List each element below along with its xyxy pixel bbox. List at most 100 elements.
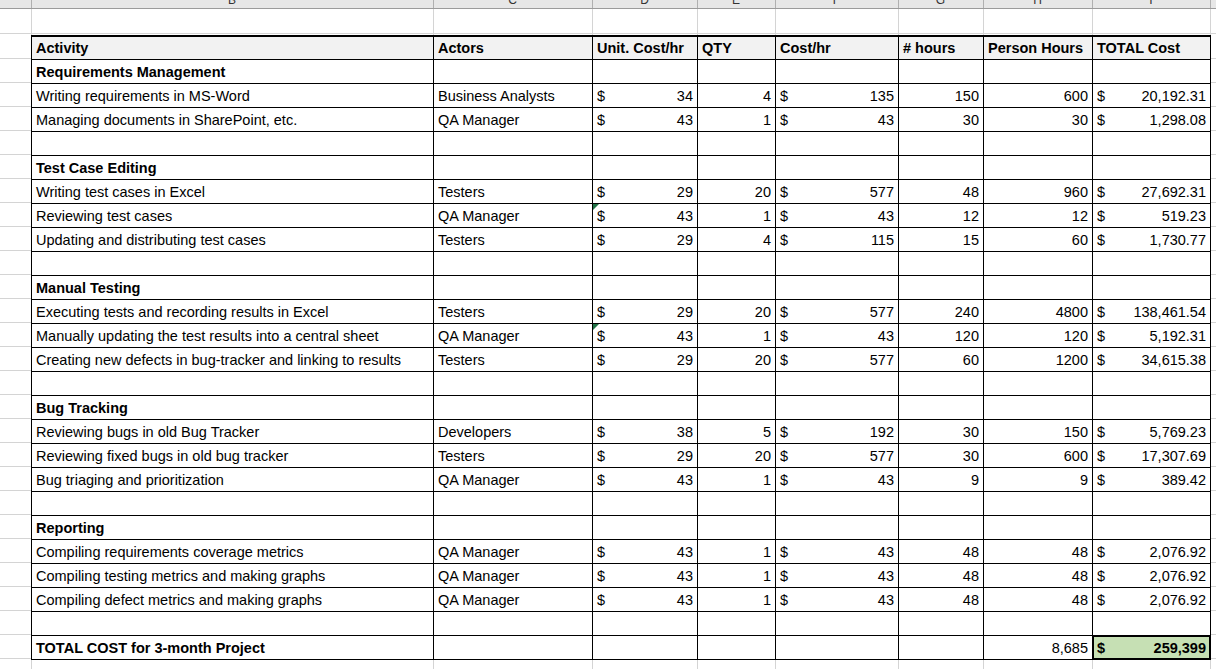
cell-activity[interactable]: Compiling defect metrics and making grap… (32, 588, 434, 612)
cell-activity[interactable]: Creating new defects in bug-tracker and … (32, 348, 434, 372)
cell-cost-hr[interactable]: $43 (776, 324, 899, 348)
cell-unit-cost[interactable]: $43 (593, 468, 698, 492)
cell-qty[interactable]: 20 (698, 348, 776, 372)
cell-activity[interactable]: Bug triaging and prioritization (32, 468, 434, 492)
cell-hours[interactable]: 48 (899, 588, 984, 612)
cell-activity[interactable]: Writing requirements in MS-Word (32, 84, 434, 108)
header-cost-hr[interactable]: Cost/hr (776, 37, 899, 60)
cell-empty[interactable] (984, 516, 1093, 540)
cell-person-hours[interactable]: 150 (984, 420, 1093, 444)
cell-empty[interactable] (899, 396, 984, 420)
cell-empty[interactable] (899, 492, 984, 516)
cell-cost-hr[interactable]: $577 (776, 180, 899, 204)
cell-person-hours[interactable]: 4800 (984, 300, 1093, 324)
cell-total-cost[interactable]: $2,076.92 (1093, 588, 1211, 612)
cell-unit-cost[interactable]: $29 (593, 348, 698, 372)
cell-hours[interactable]: 60 (899, 348, 984, 372)
cell-total-cost[interactable]: $519.23 (1093, 204, 1211, 228)
header-person-hours[interactable]: Person Hours (984, 37, 1093, 60)
cell-empty[interactable] (984, 276, 1093, 300)
cell-empty[interactable] (776, 516, 899, 540)
cell-empty[interactable] (776, 636, 899, 660)
cell-hours[interactable]: 30 (899, 108, 984, 132)
cell-empty[interactable] (434, 156, 593, 180)
cell-person-hours[interactable]: 960 (984, 180, 1093, 204)
cell-cost-hr[interactable]: $115 (776, 228, 899, 252)
cell-empty[interactable] (899, 612, 984, 636)
cell-qty[interactable]: 5 (698, 420, 776, 444)
cell-actors[interactable]: Business Analysts (434, 84, 593, 108)
cell-hours[interactable]: 48 (899, 564, 984, 588)
cell-person-hours[interactable]: 1200 (984, 348, 1093, 372)
cell-hours[interactable]: 9 (899, 468, 984, 492)
cell-actors[interactable]: Developers (434, 420, 593, 444)
cell-qty[interactable]: 1 (698, 564, 776, 588)
cell-activity[interactable]: Reviewing fixed bugs in old bug tracker (32, 444, 434, 468)
cell-cost-hr[interactable]: $43 (776, 204, 899, 228)
cell-grand-total[interactable]: $259,399 (1093, 636, 1211, 660)
cell-empty[interactable] (434, 276, 593, 300)
cell-qty[interactable]: 1 (698, 204, 776, 228)
cell-empty[interactable] (984, 396, 1093, 420)
cell-qty[interactable]: 1 (698, 588, 776, 612)
cell-hours[interactable]: 48 (899, 540, 984, 564)
cell-cost-hr[interactable]: $43 (776, 540, 899, 564)
cell-person-hours[interactable]: 600 (984, 84, 1093, 108)
cell-qty[interactable]: 1 (698, 540, 776, 564)
cell-unit-cost[interactable]: $43 (593, 204, 698, 228)
cell-activity[interactable]: Writing test cases in Excel (32, 180, 434, 204)
cell-actors[interactable]: QA Manager (434, 588, 593, 612)
cell-unit-cost[interactable]: $43 (593, 564, 698, 588)
cell-empty[interactable] (698, 60, 776, 84)
cell-empty[interactable] (899, 60, 984, 84)
cell-person-hours[interactable]: 120 (984, 324, 1093, 348)
cell-unit-cost[interactable]: $38 (593, 420, 698, 444)
cell-empty[interactable] (984, 156, 1093, 180)
cell-total-cost[interactable]: $389.42 (1093, 468, 1211, 492)
cell-empty[interactable] (698, 492, 776, 516)
cell-qty[interactable]: 4 (698, 84, 776, 108)
cell-empty[interactable] (593, 372, 698, 396)
cell-empty[interactable] (434, 132, 593, 156)
cell-activity[interactable]: Updating and distributing test cases (32, 228, 434, 252)
cell-hours[interactable]: 240 (899, 300, 984, 324)
cell-empty[interactable] (32, 612, 434, 636)
cell-empty[interactable] (984, 372, 1093, 396)
cell-empty[interactable] (434, 252, 593, 276)
cell-qty[interactable]: 1 (698, 324, 776, 348)
cell-actors[interactable]: QA Manager (434, 324, 593, 348)
cell-hours[interactable]: 150 (899, 84, 984, 108)
cell-empty[interactable] (776, 252, 899, 276)
column-header-H[interactable]: H (1033, 0, 1042, 7)
cell-cost-hr[interactable]: $192 (776, 420, 899, 444)
cell-empty[interactable] (776, 372, 899, 396)
cell-empty[interactable] (899, 516, 984, 540)
cell-actors[interactable]: Testers (434, 444, 593, 468)
cell-unit-cost[interactable]: $29 (593, 444, 698, 468)
cell-empty[interactable] (984, 60, 1093, 84)
cell-activity[interactable]: Managing documents in SharePoint, etc. (32, 108, 434, 132)
cell-total-cost[interactable]: $5,769.23 (1093, 420, 1211, 444)
cell-hours[interactable]: 12 (899, 204, 984, 228)
cell-total-person-hours[interactable]: 8,685 (984, 636, 1093, 660)
column-header-B[interactable]: B (228, 0, 236, 7)
cell-total-cost[interactable]: $17,307.69 (1093, 444, 1211, 468)
cell-empty[interactable] (1093, 492, 1211, 516)
cell-empty[interactable] (899, 372, 984, 396)
cell-activity[interactable]: Compiling testing metrics and making gra… (32, 564, 434, 588)
cell-empty[interactable] (899, 252, 984, 276)
cell-qty[interactable]: 4 (698, 228, 776, 252)
cell-actors[interactable]: QA Manager (434, 108, 593, 132)
cell-qty[interactable]: 20 (698, 180, 776, 204)
cell-empty[interactable] (1093, 276, 1211, 300)
cell-empty[interactable] (698, 252, 776, 276)
cell-empty[interactable] (434, 516, 593, 540)
cell-empty[interactable] (593, 396, 698, 420)
section-title-bug-tracking[interactable]: Bug Tracking (32, 396, 434, 420)
cell-hours[interactable]: 15 (899, 228, 984, 252)
column-header-E[interactable]: E (732, 0, 740, 7)
cell-unit-cost[interactable]: $43 (593, 540, 698, 564)
cell-empty[interactable] (1093, 156, 1211, 180)
cell-total-cost[interactable]: $2,076.92 (1093, 564, 1211, 588)
cell-total-cost[interactable]: $1,298.08 (1093, 108, 1211, 132)
